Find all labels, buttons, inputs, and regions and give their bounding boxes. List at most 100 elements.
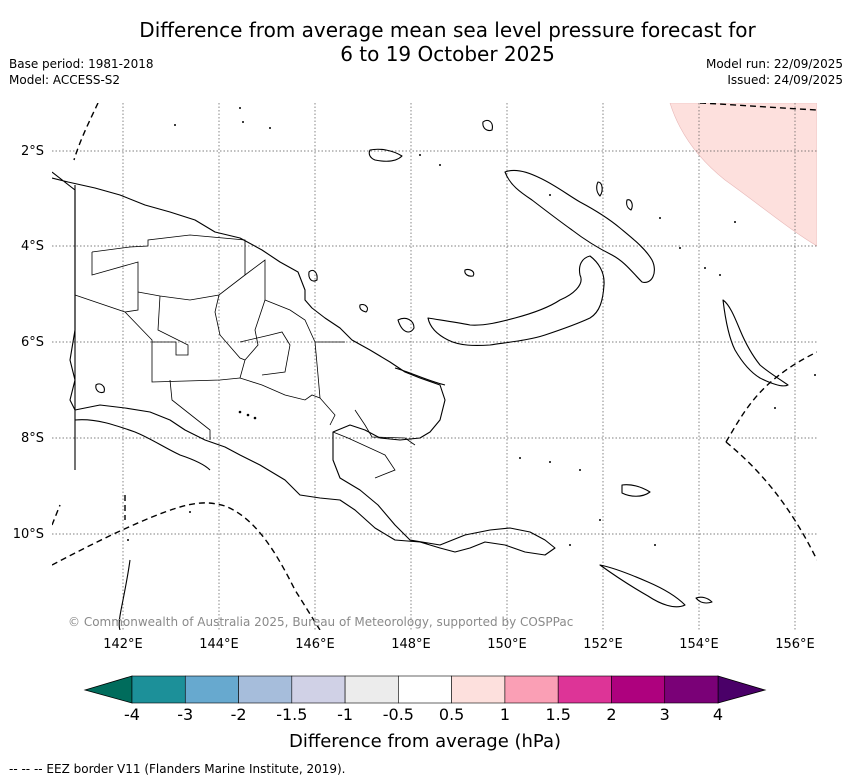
colorbar-bin — [291, 675, 346, 704]
island-dot — [189, 511, 191, 513]
new-britain-coastline — [427, 255, 605, 347]
island-dot — [659, 217, 661, 219]
huon-peninsula-coast — [394, 367, 446, 386]
small-island-3 — [626, 199, 633, 211]
island-dot — [239, 107, 241, 109]
island-dot — [549, 461, 551, 463]
eez-footnote: -- -- -- EEZ border V11 (Flanders Marine… — [9, 762, 346, 776]
louisiade-coastline — [599, 564, 686, 608]
fly-river — [74, 419, 211, 471]
colorbar-bin — [451, 675, 506, 704]
province-boundary-11 — [332, 431, 396, 479]
lon-label-156e: 156°E — [775, 637, 815, 652]
province-boundary-2 — [91, 234, 246, 301]
lon-label-150e: 150°E — [487, 637, 527, 652]
island-dot — [519, 457, 521, 459]
colorbar-tick-label: 3 — [660, 705, 670, 724]
colorbar-tick-label: -4 — [124, 705, 140, 724]
colorbar-tick-label: 4 — [713, 705, 723, 724]
lon-label-142e: 142°E — [103, 637, 143, 652]
island-dot — [719, 274, 721, 276]
colorbar-bin — [131, 675, 186, 704]
island-dot — [774, 407, 776, 409]
small-island-2 — [596, 181, 603, 197]
province-boundary-6 — [169, 379, 211, 440]
colorbar-tick-label: -3 — [177, 705, 193, 724]
lon-label-146e: 146°E — [295, 637, 335, 652]
lat-label-2s: 2°S — [21, 144, 44, 159]
colorbar-bin — [238, 675, 293, 704]
island-dot — [569, 544, 571, 546]
title-line-2: 6 to 19 October 2025 — [340, 42, 555, 66]
new-ireland-coastline — [504, 169, 655, 283]
woodlark-island-coastline — [621, 484, 651, 497]
colorbar-tick-label: -1.5 — [276, 705, 307, 724]
island-dot — [174, 124, 176, 126]
province-boundary-3 — [74, 294, 241, 383]
lon-label-144e: 144°E — [199, 637, 239, 652]
eez-border-south-west — [52, 502, 321, 630]
chart-title: Difference from average mean sea level p… — [0, 18, 850, 66]
colorbar-high-extend — [717, 675, 767, 704]
island-dot — [439, 164, 441, 166]
colorbar-title: Difference from average (hPa) — [289, 731, 561, 752]
colorbar-bin — [398, 675, 452, 704]
island-dot — [127, 539, 129, 541]
province-boundary-7 — [244, 259, 266, 361]
province-boundary-12 — [239, 331, 291, 376]
lake-murray — [95, 383, 105, 394]
colorbar-tick-label: 1.5 — [545, 705, 570, 724]
colorbar-bin — [611, 675, 666, 704]
model-run-text: Model run: 22/09/2025 — [705, 57, 843, 71]
island-dot — [704, 267, 706, 269]
pressure-anomaly-area — [669, 103, 817, 247]
rossel-island-coastline — [695, 596, 713, 604]
title-line-1: Difference from average mean sea level p… — [139, 18, 756, 42]
province-boundary-9 — [314, 341, 336, 426]
eez-border-west-south — [52, 504, 61, 526]
colorbar-bin — [504, 675, 559, 704]
province-boundary-4 — [152, 295, 189, 356]
model-info: Base period: 1981-2018 Model: ACCESS-S2 — [9, 56, 154, 88]
colorbar-tick-label: 2 — [606, 705, 616, 724]
lat-label-6s: 6°S — [21, 335, 44, 350]
reef-islands — [127, 107, 816, 546]
province-boundary-10 — [354, 409, 416, 446]
lat-label-4s: 4°S — [21, 239, 44, 254]
island-dot — [814, 374, 816, 376]
copyright-notice: © Commonwealth of Australia 2025, Bureau… — [68, 615, 573, 629]
base-period-text: Base period: 1981-2018 — [9, 57, 154, 71]
manus-island-coastline — [368, 148, 403, 162]
island-dot — [579, 469, 581, 471]
island-dot — [269, 127, 271, 129]
longitude-labels: 142°E 144°E 146°E 148°E 150°E 152°E 154°… — [103, 637, 815, 652]
island-dot — [238, 410, 242, 414]
colorbar-tick-label: -0.5 — [383, 705, 414, 724]
colorbar-low-extend — [83, 675, 133, 704]
eez-border-east — [725, 441, 817, 561]
colorbar-bin — [557, 675, 612, 704]
colorbar-tick-label: 0.5 — [439, 705, 464, 724]
island-dot — [246, 413, 250, 417]
island-dot — [599, 519, 601, 521]
province-boundary-1 — [91, 252, 139, 313]
eez-border-west — [73, 103, 99, 161]
colorbar-tick-label: 1 — [500, 705, 510, 724]
karkar-island-coastline — [308, 269, 318, 282]
colorbar-bins — [131, 675, 719, 704]
eez-borders — [52, 103, 817, 630]
colorbar-bin — [344, 675, 399, 704]
lon-label-152e: 152°E — [583, 637, 623, 652]
province-boundary-5 — [214, 294, 321, 401]
new-guinea-coastline — [52, 171, 556, 556]
colorbar-bin — [664, 675, 719, 704]
colorbar-bin — [184, 675, 239, 704]
issued-date-text: Issued: 24/09/2025 — [727, 73, 843, 87]
colorbar-tick-label: -1 — [337, 705, 353, 724]
island-dot — [253, 416, 257, 420]
colorbar: -4 -3 -2 -1.5 -1 -0.5 0.5 1 1.5 2 3 4 Difference fr… — [83, 675, 767, 752]
lon-label-148e: 148°E — [391, 637, 431, 652]
eez-border-south-east — [725, 351, 817, 443]
lat-label-8s: 8°S — [21, 431, 44, 446]
